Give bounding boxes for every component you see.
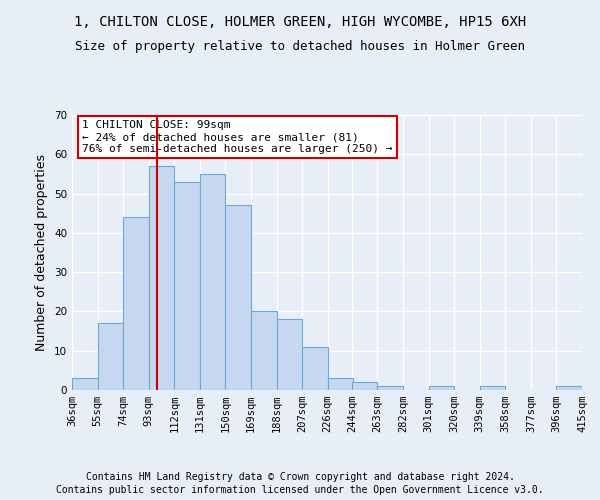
- Bar: [302, 347, 328, 390]
- Bar: [352, 382, 377, 390]
- Bar: [149, 166, 174, 390]
- Bar: [72, 378, 98, 390]
- Y-axis label: Number of detached properties: Number of detached properties: [35, 154, 49, 351]
- Text: Contains public sector information licensed under the Open Government Licence v3: Contains public sector information licen…: [56, 485, 544, 495]
- Bar: [377, 386, 403, 390]
- Bar: [226, 206, 251, 390]
- Bar: [251, 312, 277, 390]
- Text: 1 CHILTON CLOSE: 99sqm
← 24% of detached houses are smaller (81)
76% of semi-det: 1 CHILTON CLOSE: 99sqm ← 24% of detached…: [82, 120, 392, 154]
- Bar: [428, 386, 454, 390]
- Text: 1, CHILTON CLOSE, HOLMER GREEN, HIGH WYCOMBE, HP15 6XH: 1, CHILTON CLOSE, HOLMER GREEN, HIGH WYC…: [74, 15, 526, 29]
- Bar: [480, 386, 505, 390]
- Bar: [98, 323, 123, 390]
- Bar: [123, 217, 149, 390]
- Bar: [200, 174, 226, 390]
- Text: Contains HM Land Registry data © Crown copyright and database right 2024.: Contains HM Land Registry data © Crown c…: [86, 472, 514, 482]
- Bar: [328, 378, 353, 390]
- Text: Size of property relative to detached houses in Holmer Green: Size of property relative to detached ho…: [75, 40, 525, 53]
- Bar: [556, 386, 582, 390]
- Bar: [174, 182, 200, 390]
- Bar: [277, 320, 302, 390]
